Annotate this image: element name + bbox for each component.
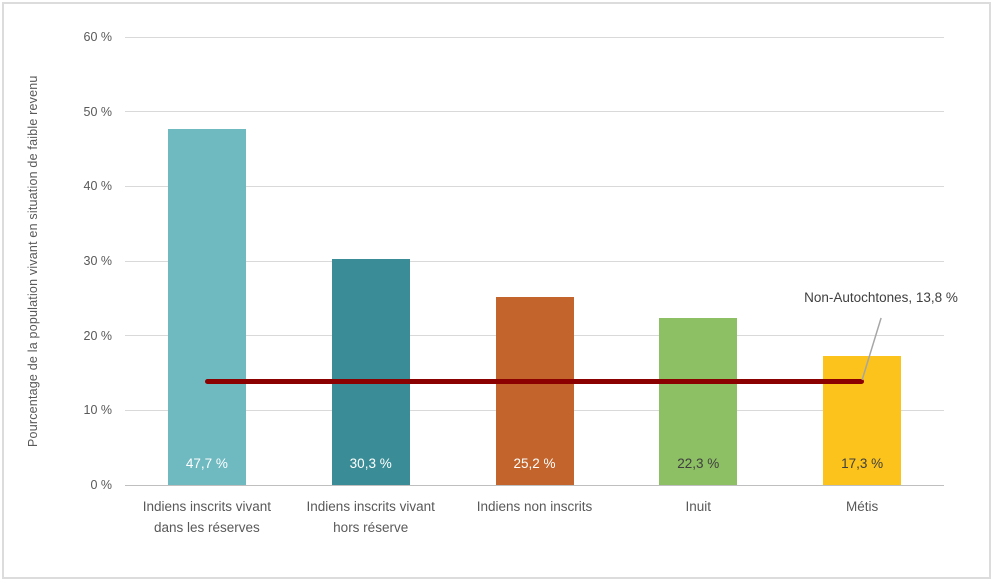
gridline	[125, 36, 944, 38]
x-tick-label-line: hors réserve	[333, 520, 409, 535]
x-tick-label: Indiens inscrits vivant hors réserve	[289, 496, 453, 538]
x-tick-label-line: Indiens non inscrits	[476, 499, 593, 514]
x-tick-label: Indiens non inscrits	[453, 496, 617, 517]
x-tick-label-line: Indiens inscrits vivant	[142, 499, 272, 514]
y-tick-label: 30 %	[83, 254, 113, 268]
y-tick-label: 50 %	[83, 104, 113, 119]
bar-value-label: 30,3 %	[349, 456, 392, 471]
x-tick-label-line: Indiens inscrits vivant	[306, 499, 435, 514]
y-tick-label: 10 %	[83, 403, 113, 418]
bar-value-label: 47,7 %	[185, 456, 228, 471]
bar-1	[167, 128, 246, 485]
x-tick-label: Métis	[780, 496, 944, 517]
bar-value-label: 17,3 %	[841, 456, 884, 471]
y-tick-label: 0 %	[90, 478, 112, 492]
x-axis-line	[125, 484, 944, 486]
x-tick-label-line: Métis	[845, 499, 879, 514]
bar-value-label: 25,2 %	[513, 456, 556, 471]
y-tick-label: 20 %	[83, 328, 113, 343]
reference-line-label: Non-Autochtones, 13,8 %	[804, 289, 958, 305]
bar-value-label: 22,3 %	[677, 456, 720, 471]
reference-line	[204, 379, 865, 385]
x-tick-label-line: Inuit	[685, 499, 712, 514]
y-tick-label: 60 %	[83, 30, 113, 44]
gridline	[125, 185, 944, 187]
x-tick-label: Inuit	[616, 496, 780, 517]
bar-2	[331, 258, 410, 485]
plot-area: Non-Autochtones, 13,8 % 0 % 10 % 20 % 30 % 4…	[84, 30, 958, 535]
gridline	[125, 260, 944, 262]
x-tick-label-line: dans les réserves	[153, 520, 260, 535]
bar-4	[659, 318, 738, 485]
gridline	[125, 111, 944, 113]
y-axis-title: Pourcentage de la population vivant en s…	[26, 75, 40, 447]
x-tick-label: Indiens inscrits vivant dans les réserves	[125, 496, 289, 538]
bar-3	[495, 296, 574, 485]
y-tick-label: 40 %	[83, 179, 113, 194]
